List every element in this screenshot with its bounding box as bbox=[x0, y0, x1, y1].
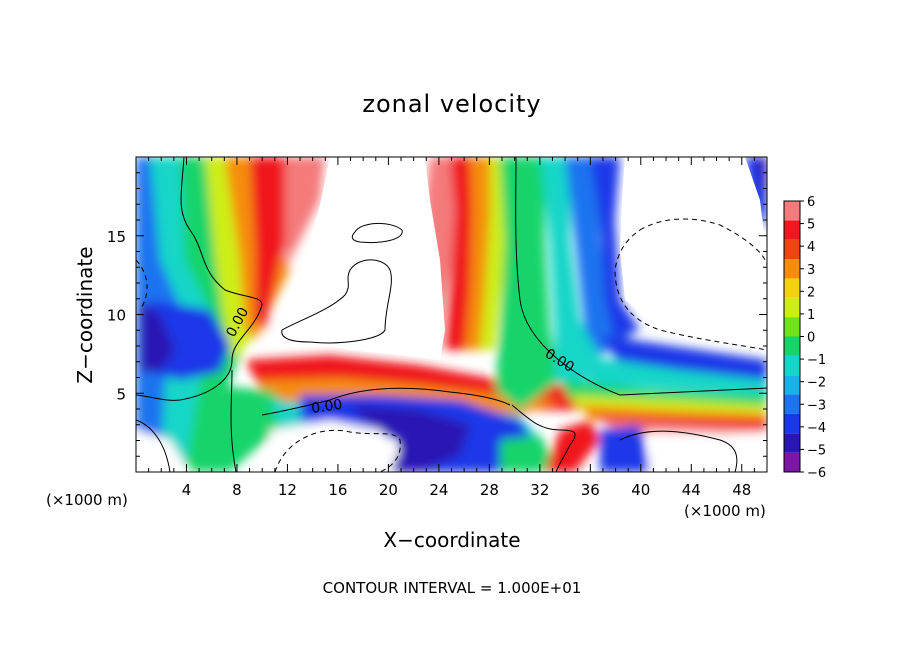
field-region-rightlow-white bbox=[650, 432, 767, 472]
colorbar-label: 5 bbox=[807, 218, 815, 233]
field-region-center-blue bbox=[565, 157, 630, 355]
colorbar-swatch bbox=[784, 452, 800, 472]
y-tick-label: 15 bbox=[107, 228, 126, 246]
colorbar-label: 1 bbox=[807, 308, 815, 323]
field-region-bottom-purple bbox=[350, 405, 470, 472]
x-unit-right: (×1000 m) bbox=[684, 502, 766, 520]
field-region-bottomright-blue bbox=[600, 425, 650, 472]
y-axis-label: Z−coordinate bbox=[73, 246, 97, 383]
colorbar-label: −5 bbox=[807, 443, 826, 458]
field-region-topright-purple bbox=[755, 157, 767, 210]
x-tick-label: 36 bbox=[581, 481, 600, 499]
field-region-right-blue bbox=[600, 335, 767, 380]
x-tick-label: 28 bbox=[480, 481, 499, 499]
contour-dashed-topright bbox=[614, 218, 767, 351]
colorbar-label: 4 bbox=[807, 240, 815, 255]
colorbar-label: 3 bbox=[807, 263, 815, 278]
colorbar-swatch bbox=[784, 355, 800, 376]
x-tick-label: 12 bbox=[278, 481, 297, 499]
chart-title: zonal velocity bbox=[362, 90, 541, 118]
colorbar-swatch bbox=[784, 239, 800, 260]
x-tick-label: 8 bbox=[232, 481, 242, 499]
colorbar-label: 6 bbox=[807, 195, 815, 210]
field-region-center-cyan bbox=[540, 157, 600, 390]
colorbar-label: −6 bbox=[807, 466, 826, 481]
y-tick-label: 10 bbox=[107, 307, 126, 325]
field-region-center-green bbox=[495, 157, 560, 410]
field-region-right-pink bbox=[600, 420, 767, 435]
velocity-field: 0.00 0.00 0.00 bbox=[136, 157, 767, 472]
x-axis-label: X−coordinate bbox=[383, 528, 520, 552]
colorbar-label: −4 bbox=[807, 421, 826, 436]
field-region-bottomright-red bbox=[545, 420, 600, 472]
x-axis: 4 8 12 16 20 24 28 32 36 40 44 48 bbox=[148, 157, 755, 499]
x-tick-label: 16 bbox=[328, 481, 347, 499]
field-region-bottom-white bbox=[270, 420, 400, 472]
colorbar-swatch bbox=[784, 317, 800, 337]
contour-zero-center bbox=[515, 157, 767, 396]
contour-interval-footer: CONTOUR INTERVAL = 1.000E+01 bbox=[323, 579, 582, 597]
colorbar-label: 2 bbox=[807, 285, 815, 300]
contour-zero-left bbox=[136, 157, 263, 401]
field-region-bottomright-green bbox=[500, 435, 560, 472]
contour-label-bridge: 0.00 bbox=[310, 397, 343, 417]
colorbar-label: 0 bbox=[807, 331, 815, 346]
contour-zero-center-low bbox=[511, 404, 576, 472]
field-region-lowerleft-blue bbox=[150, 300, 230, 380]
contour-zero-bridge bbox=[261, 387, 511, 416]
colorbar: −6 −5 −4 −3 −2 −1 0 1 2 3 4 5 6 bbox=[783, 195, 826, 481]
contour-lowright bbox=[619, 430, 738, 472]
x-tick-label: 48 bbox=[732, 481, 751, 499]
colorbar-label: −1 bbox=[807, 353, 826, 368]
x-unit-left: (×1000 m) bbox=[46, 491, 128, 509]
zero-contours bbox=[136, 157, 767, 472]
contour-dashed-bottom bbox=[274, 429, 401, 472]
y-tick-label: 5 bbox=[116, 385, 126, 403]
colorbar-swatch bbox=[784, 394, 800, 414]
colorbar-swatch bbox=[784, 297, 800, 318]
colorbar-swatch bbox=[784, 336, 800, 356]
colorbar-label: −3 bbox=[807, 398, 826, 413]
field-region-center-darkblue bbox=[590, 157, 640, 340]
contour-dashed-left bbox=[136, 259, 148, 311]
colorbar-swatch bbox=[784, 433, 800, 453]
colorbar-swatch bbox=[784, 201, 800, 221]
x-tick-label: 40 bbox=[631, 481, 650, 499]
contour-bottomleft bbox=[136, 419, 171, 472]
y-axis: 5 10 15 bbox=[107, 172, 767, 457]
contour-island-top bbox=[351, 223, 403, 243]
x-tick-label: 24 bbox=[429, 481, 448, 499]
field-region-right-cyan bbox=[580, 355, 767, 395]
field-region-left-pink bbox=[285, 157, 325, 270]
colorbar-swatch bbox=[784, 259, 800, 279]
colorbar-swatch bbox=[784, 375, 800, 395]
colorbar-swatch bbox=[784, 278, 800, 298]
field-region-top-white bbox=[280, 157, 445, 360]
x-tick-label: 44 bbox=[682, 481, 701, 499]
field-region-lowerleft-purple bbox=[140, 300, 175, 372]
colorbar-swatch bbox=[784, 413, 800, 434]
contour-zero-mid bbox=[230, 369, 237, 472]
field-region-topright-white bbox=[620, 157, 767, 350]
colorbar-label: −2 bbox=[807, 376, 826, 391]
x-tick-label: 20 bbox=[379, 481, 398, 499]
contour-island-mid bbox=[281, 259, 392, 344]
colorbar-swatch bbox=[784, 220, 800, 240]
x-tick-label: 32 bbox=[530, 481, 549, 499]
x-tick-label: 4 bbox=[182, 481, 192, 499]
field-region-bottomleft-white bbox=[136, 430, 190, 472]
plot-area: 0.00 0.00 0.00 4 8 12 16 20 24 28 32 36 40 44 48 51… bbox=[107, 156, 768, 499]
